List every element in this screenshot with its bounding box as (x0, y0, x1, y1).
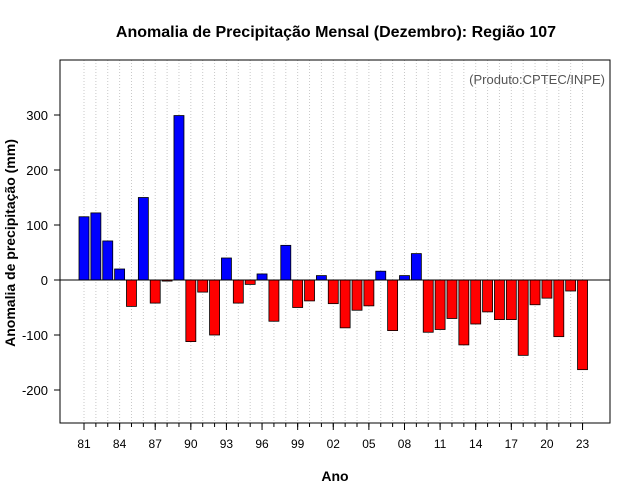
y-tick-label: -200 (22, 383, 48, 398)
credit-text: (Produto:CPTEC/INPE) (469, 72, 605, 87)
bar-1984 (114, 268, 126, 281)
bar-1994 (232, 279, 244, 304)
bar-2008 (399, 275, 410, 281)
bar-2017 (505, 279, 517, 320)
bar-2015 (482, 279, 493, 313)
bar-2006 (375, 270, 387, 281)
bars (78, 115, 588, 371)
x-tick-label: 08 (398, 437, 412, 451)
x-tick-label: 93 (220, 437, 234, 451)
x-tick-label: 05 (362, 437, 376, 451)
bar-2014 (470, 279, 482, 325)
y-tick-label: 300 (26, 108, 48, 123)
bar-2007 (387, 279, 399, 331)
bar-2013 (458, 279, 470, 346)
x-tick-label: 84 (113, 437, 127, 451)
x-tick-label: 11 (434, 437, 447, 451)
bar-2011 (434, 279, 446, 330)
x-axis-label: Ano (321, 468, 348, 484)
bar-2001 (315, 275, 327, 281)
x-tick-label: 02 (327, 437, 341, 451)
bar-1998 (280, 244, 292, 281)
bar-2004 (351, 279, 363, 311)
bar-2012 (446, 279, 458, 319)
x-tick-label: 96 (255, 437, 269, 451)
bar-2005 (363, 279, 375, 307)
x-tick-label: 20 (540, 437, 554, 451)
x-tick-label: 87 (149, 437, 163, 451)
bar-1999 (292, 279, 304, 308)
bar-1995 (244, 279, 256, 285)
bar-2018 (517, 279, 529, 356)
grid-lines (83, 60, 584, 423)
bar-2009 (410, 253, 422, 281)
x-tick-label: 90 (184, 437, 198, 451)
bar-1989 (173, 115, 185, 281)
bar-1993 (221, 257, 232, 281)
y-tick-label: 100 (26, 218, 48, 233)
x-tick-label: 17 (505, 437, 519, 451)
bar-2002 (327, 279, 339, 305)
bar-2000 (304, 279, 315, 302)
bar-1981 (78, 216, 90, 281)
bar-1986 (137, 197, 149, 281)
y-tick-label: 200 (26, 163, 48, 178)
bar-1985 (126, 279, 137, 307)
chart-title: Anomalia de Precipitação Mensal (Dezembr… (116, 24, 556, 41)
y-tick-label: -100 (22, 328, 48, 343)
bar-2019 (529, 279, 541, 306)
bar-1983 (102, 240, 114, 281)
bar-2022 (565, 279, 577, 292)
bar-1990 (185, 279, 197, 342)
bar-2003 (339, 279, 351, 329)
bar-2020 (541, 279, 553, 299)
y-axis-label: Anomalia de precipitação (mm) (2, 139, 18, 347)
bar-1987 (149, 279, 161, 304)
bar-2023 (577, 279, 588, 371)
y-tick-label: 0 (41, 273, 48, 288)
bar-1997 (268, 279, 280, 322)
bar-1991 (197, 279, 209, 293)
x-axis: 81 84 87 90 93 96 99 02 05 08 11 14 17 20 23 (77, 423, 590, 451)
bar-2021 (553, 279, 565, 338)
bar-1982 (90, 212, 102, 281)
x-tick-label: 23 (576, 437, 590, 451)
x-tick-label: 81 (77, 437, 91, 451)
plot-frame (59, 59, 611, 424)
bar-2016 (494, 279, 505, 320)
x-tick-label: 99 (291, 437, 305, 451)
bar-1992 (209, 279, 220, 336)
y-axis: -200 -100 0 100 200 300 (22, 108, 60, 398)
x-tick-label: 14 (469, 437, 483, 451)
bar-2010 (422, 279, 434, 333)
bar-1996 (256, 273, 268, 281)
